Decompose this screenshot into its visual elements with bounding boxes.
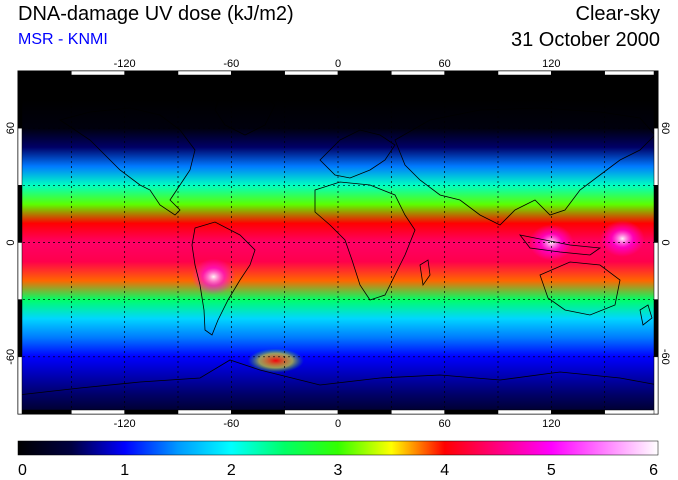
dose-field <box>18 71 658 414</box>
coastline-antarctica <box>18 359 658 396</box>
frame-tick-right <box>653 185 659 243</box>
map-date: 31 October 2000 <box>511 29 660 51</box>
frame-tick-right <box>653 356 659 415</box>
frame-tick-right <box>653 70 659 129</box>
longitude-labels-top: -120 -60 0 60 120 <box>114 58 561 70</box>
latitude-label-right: -60 <box>659 349 671 365</box>
hotspot-andes <box>191 258 236 295</box>
frame-tick-bottom <box>124 409 179 415</box>
colorbar-tick-label: 1 <box>120 462 129 479</box>
colorbar <box>17 440 659 456</box>
frame-tick-bottom <box>444 409 499 415</box>
frame-tick-top <box>177 70 232 76</box>
frame-tick-left <box>17 242 23 300</box>
latitude-label-right: 0 <box>659 239 671 245</box>
frame-tick-bottom <box>497 409 552 415</box>
coastline-new-zealand <box>639 304 653 326</box>
frame-tick-bottom <box>551 409 605 415</box>
latitude-labels-left: 60 0 -60 <box>5 122 17 365</box>
frame-tick-bottom <box>231 409 285 415</box>
colorbar-labels: 0 1 2 3 4 5 6 <box>18 462 658 479</box>
map-ticks <box>17 70 659 415</box>
colorbar-tick-label: 0 <box>18 462 27 479</box>
latitude-label-left: 0 <box>5 239 17 245</box>
hotspot-south-atlantic-anomaly <box>247 348 304 373</box>
hotspot-layer <box>191 220 645 373</box>
coastline-south-america <box>191 221 256 336</box>
frame-tick-top <box>124 70 179 76</box>
frame-tick-top <box>284 70 339 76</box>
frame-tick-left <box>17 185 23 243</box>
frame-tick-top <box>604 70 659 76</box>
colorbar-tick-label: 2 <box>227 462 236 479</box>
longitude-label-bottom: 0 <box>335 418 341 430</box>
frame-tick-top <box>551 70 605 76</box>
longitude-label-bottom: -60 <box>223 418 239 430</box>
frame-tick-top <box>497 70 552 76</box>
longitude-label-bottom: 120 <box>542 418 560 430</box>
hotspot-west-pacific <box>600 220 645 257</box>
frame-tick-left <box>17 299 23 358</box>
map-title: DNA-damage UV dose (kJ/m2) <box>18 3 294 25</box>
latitude-labels-right: 60 0 -60 <box>659 122 671 365</box>
frame-tick-left <box>17 356 23 415</box>
coastline-africa <box>314 181 416 301</box>
coastline-greenland <box>214 91 276 136</box>
frame-tick-top <box>337 70 392 76</box>
longitude-label-top: -60 <box>223 58 239 70</box>
longitude-label-top: 0 <box>335 58 341 70</box>
frame-tick-bottom <box>284 409 339 415</box>
coastline-north-america <box>59 107 196 216</box>
frame-tick-left <box>17 127 23 186</box>
graticule <box>18 71 658 414</box>
frame-tick-top <box>444 70 499 76</box>
colorbar-tick-label: 4 <box>440 462 449 479</box>
longitude-label-top: -120 <box>114 58 136 70</box>
frame-tick-bottom <box>337 409 392 415</box>
coastline-indonesia <box>519 234 602 256</box>
map-subtitle: MSR - KNMI <box>18 31 108 48</box>
frame-tick-bottom <box>17 409 72 415</box>
frame-tick-top <box>71 70 125 76</box>
frame-tick-bottom <box>71 409 125 415</box>
frame-tick-left <box>17 70 23 129</box>
longitude-label-top: 120 <box>542 58 560 70</box>
colorbar-tick-label: 5 <box>547 462 556 479</box>
frame-tick-right <box>653 127 659 186</box>
latitude-label-right: 60 <box>659 122 671 134</box>
colorbar-tick-label: 6 <box>649 462 658 479</box>
colorbar-tick-label: 3 <box>334 462 343 479</box>
coastline-layer <box>18 91 658 396</box>
frame-tick-top <box>231 70 285 76</box>
latitude-label-left: -60 <box>5 349 17 365</box>
coastline-europe <box>319 129 396 179</box>
frame-tick-bottom <box>391 409 445 415</box>
coastline-madagascar <box>419 259 431 287</box>
frame-tick-top <box>391 70 445 76</box>
frame-tick-bottom <box>604 409 659 415</box>
sky-condition: Clear-sky <box>575 3 660 25</box>
latitude-label-left: 60 <box>5 122 17 134</box>
frame-tick-top <box>17 70 72 76</box>
longitude-label-bottom: 60 <box>439 418 451 430</box>
frame-tick-right <box>653 242 659 300</box>
frame-tick-bottom <box>177 409 232 415</box>
longitude-labels-bottom: -120 -60 0 60 120 <box>114 418 561 430</box>
frame-tick-right <box>653 299 659 358</box>
longitude-label-top: 60 <box>439 58 451 70</box>
longitude-label-bottom: -120 <box>114 418 136 430</box>
coastline-asia <box>394 107 656 226</box>
coastline-australia <box>539 261 621 316</box>
